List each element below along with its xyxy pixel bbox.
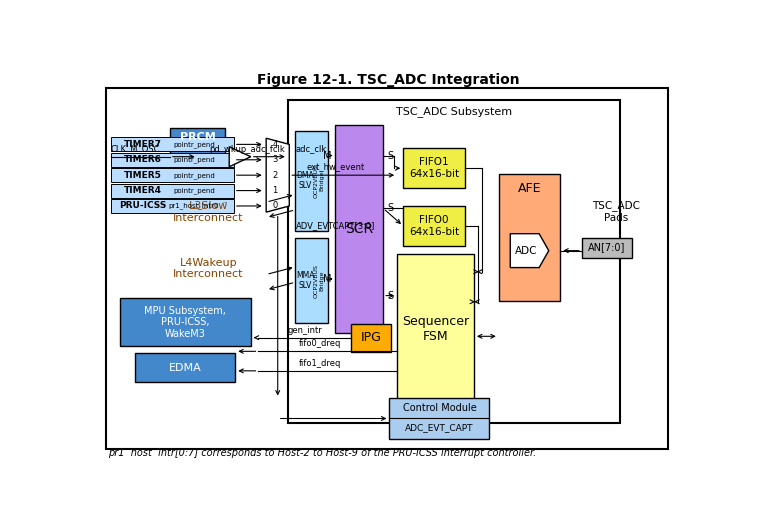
Bar [295, 238, 328, 323]
Text: pointr_pend: pointr_pend [173, 141, 215, 148]
Bar [170, 128, 225, 173]
Text: S: S [387, 203, 393, 213]
Bar [582, 237, 632, 257]
Text: CLK_M_OSC: CLK_M_OSC [111, 144, 160, 153]
Bar [397, 254, 474, 404]
Bar [499, 174, 560, 301]
Text: 2: 2 [272, 170, 278, 180]
Bar [135, 353, 235, 382]
Text: fifo0_dreq: fifo0_dreq [299, 339, 342, 348]
Bar [335, 125, 383, 333]
Text: MPU Subsystem,
PRU-ICSS,
WakeM3: MPU Subsystem, PRU-ICSS, WakeM3 [144, 305, 226, 339]
Text: 3: 3 [272, 155, 278, 164]
Bar [403, 148, 465, 188]
Text: TIMER6: TIMER6 [124, 155, 162, 164]
Text: ADC_EVT_CAPT: ADC_EVT_CAPT [405, 424, 474, 433]
Bar [120, 299, 250, 346]
Text: SCR: SCR [345, 222, 373, 236]
Text: Sequencer
FSM: Sequencer FSM [402, 315, 469, 343]
Text: ADC: ADC [515, 246, 537, 256]
Bar [111, 199, 234, 213]
Text: ADV_EVTCAPT[3:0]: ADV_EVTCAPT[3:0] [296, 221, 375, 230]
Text: TSC_ADC
Pads: TSC_ADC Pads [593, 200, 641, 223]
Polygon shape [510, 234, 549, 268]
Text: 4: 4 [272, 140, 278, 149]
Text: pd_wkup_adc_fclk: pd_wkup_adc_fclk [209, 145, 285, 154]
Text: Figure 12-1. TSC_ADC Integration: Figure 12-1. TSC_ADC Integration [257, 73, 520, 87]
Text: PRCM: PRCM [180, 132, 216, 142]
Text: TIMER5: TIMER5 [124, 170, 162, 180]
Text: pointr_pend: pointr_pend [173, 187, 215, 194]
Text: pr1_host_intr0: pr1_host_intr0 [168, 202, 219, 209]
Text: S: S [387, 151, 393, 161]
Bar [111, 184, 234, 198]
Polygon shape [229, 146, 250, 167]
Text: TSC_ADC Subsystem: TSC_ADC Subsystem [396, 106, 512, 117]
Text: OCP2VBUS
Bridge: OCP2VBUS Bridge [313, 264, 324, 298]
Text: OCP2VBUS
Bridge: OCP2VBUS Bridge [313, 164, 324, 198]
Text: TIMER4: TIMER4 [124, 186, 162, 195]
Bar [111, 138, 234, 151]
Bar [111, 153, 234, 167]
Text: L3Slow
Interconnect: L3Slow Interconnect [173, 201, 244, 223]
Bar [403, 206, 465, 246]
Text: TIMER7: TIMER7 [124, 140, 162, 149]
Text: DMA
SLV: DMA SLV [297, 171, 314, 190]
Text: M: M [323, 151, 332, 161]
Text: EDMA: EDMA [169, 362, 202, 373]
Bar [111, 168, 234, 182]
Text: ext_hw_event: ext_hw_event [307, 162, 364, 172]
Text: AFE: AFE [518, 182, 541, 195]
Text: pointr_pend: pointr_pend [173, 172, 215, 178]
Text: MMA
SLV: MMA SLV [296, 271, 315, 290]
Text: PRU-ICSS: PRU-ICSS [119, 201, 167, 210]
Text: Control Module: Control Module [402, 403, 477, 413]
Text: M: M [323, 274, 332, 284]
Text: gen_intr: gen_intr [288, 326, 322, 335]
Bar [295, 131, 328, 231]
Text: AN[7:0]: AN[7:0] [588, 243, 625, 253]
Text: L4Wakeup
Interconnect: L4Wakeup Interconnect [173, 257, 244, 279]
Text: FIFO0
64x16-bit: FIFO0 64x16-bit [409, 215, 459, 237]
Text: 1: 1 [272, 186, 278, 195]
Bar [106, 88, 668, 449]
Text: S: S [387, 291, 393, 301]
Text: adc_clk: adc_clk [295, 145, 326, 154]
Text: fifo1_dreq: fifo1_dreq [299, 359, 342, 368]
Bar [288, 100, 620, 423]
Bar [389, 399, 490, 438]
Polygon shape [266, 138, 289, 212]
Text: pr1  host  intr[0:7] corresponds to Host-2 to Host-9 of the PRU-ICSS interrupt c: pr1 host intr[0:7] corresponds to Host-2… [109, 448, 537, 458]
Text: FIFO1
64x16-bit: FIFO1 64x16-bit [409, 157, 459, 179]
Text: 0: 0 [272, 201, 278, 210]
Text: IPG: IPG [361, 331, 381, 344]
Bar [351, 324, 391, 351]
Text: pointr_pend: pointr_pend [173, 156, 215, 163]
